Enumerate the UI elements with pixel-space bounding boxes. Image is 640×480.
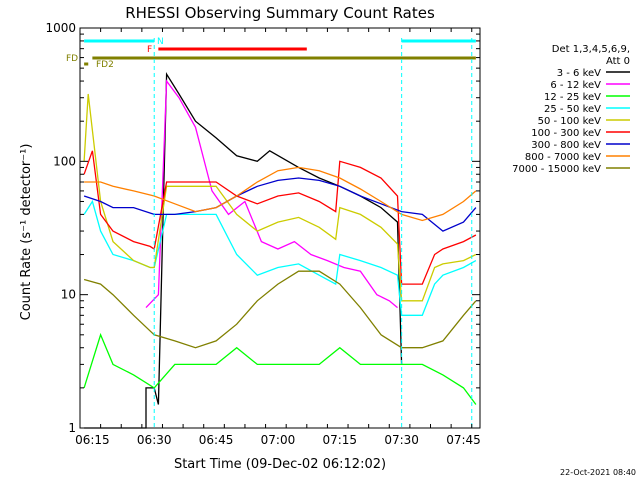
- y-tick-label: 1000: [45, 21, 76, 35]
- x-tick-label: 07:15: [322, 433, 357, 447]
- legend-entry-label: 300 - 800 keV: [531, 140, 601, 151]
- series-line: [83, 93, 477, 302]
- footer-date: 22-Oct-2021 08:40: [560, 468, 636, 477]
- flag-label: FD: [66, 54, 78, 64]
- plot-area: NF FD FD2 1 10 100 1000 06:15 06:30 06:45 07:00 07:…: [45, 21, 480, 447]
- x-tick-label: 07:45: [446, 433, 481, 447]
- legend-entry-label: 50 - 100 keV: [538, 116, 602, 127]
- plot-frame: [79, 27, 481, 429]
- y-tick-label: 1: [68, 421, 76, 435]
- y-tick-label: 10: [61, 288, 76, 302]
- flag-label: FD2: [96, 60, 114, 70]
- legend-entry-label: 3 - 6 keV: [557, 68, 601, 79]
- legend-entry-label: 25 - 50 keV: [544, 104, 601, 115]
- x-tick-label: 06:45: [199, 433, 234, 447]
- chart-title: RHESSI Observing Summary Count Rates: [125, 4, 435, 22]
- series-line: [83, 332, 477, 405]
- legend-entry-label: 7000 - 15000 keV: [512, 164, 601, 175]
- y-axis-label: Count Rate (s⁻¹ detector⁻¹): [19, 144, 34, 321]
- legend-entry-label: 12 - 25 keV: [544, 92, 601, 103]
- legend-header: Att 0: [606, 56, 630, 67]
- x-tick-label: 07:00: [261, 433, 296, 447]
- x-tick-label: 07:30: [384, 433, 419, 447]
- flag-label: F: [147, 45, 152, 55]
- series-line: [84, 72, 403, 429]
- legend-entry-label: 100 - 300 keV: [531, 128, 601, 139]
- series-line: [83, 150, 477, 285]
- series-line: [83, 270, 477, 349]
- flag-label: N: [157, 37, 164, 47]
- series-line: [145, 79, 398, 309]
- series-line: [84, 166, 477, 222]
- legend-entry-label: 800 - 7000 keV: [525, 152, 601, 163]
- series-line: [83, 177, 477, 232]
- x-tick-label: 06:15: [75, 433, 110, 447]
- legend-header: Det 1,3,4,5,6,9,: [552, 44, 630, 55]
- x-axis-label: Start Time (09-Dec-02 06:12:02): [174, 457, 386, 472]
- legend-entry-label: 6 - 12 keV: [550, 80, 601, 91]
- x-tick-label: 06:30: [137, 433, 172, 447]
- y-tick-label: 100: [53, 154, 76, 168]
